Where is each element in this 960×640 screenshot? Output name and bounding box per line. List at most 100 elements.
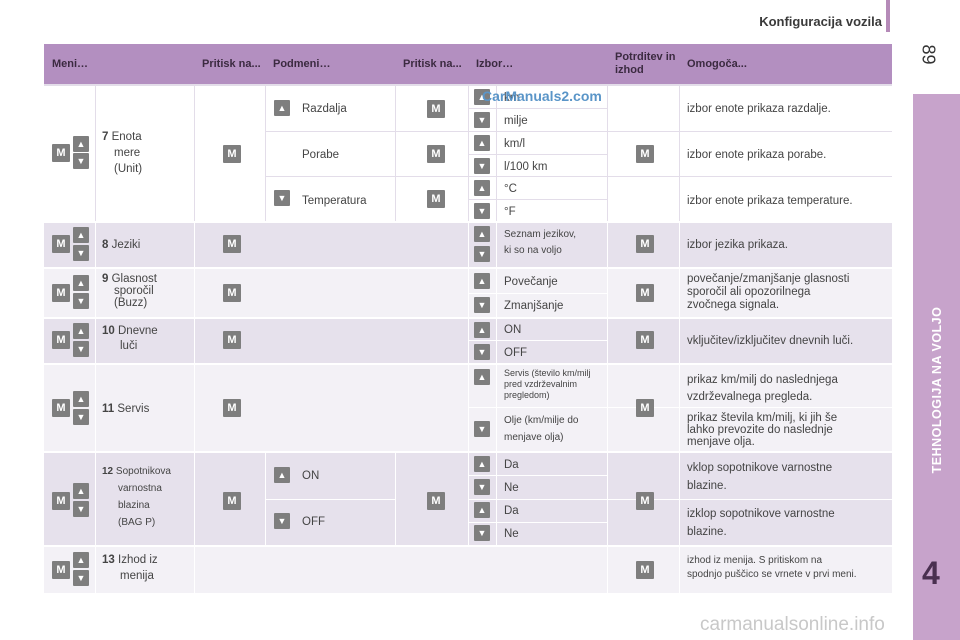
menu-button-icon: M (427, 100, 445, 118)
menu-button-icon: M (636, 399, 654, 417)
up-arrow-icon: ▲ (474, 456, 490, 472)
option-language-list-1: Seznam jezikov, (504, 229, 577, 240)
page-number: 89 (918, 44, 939, 65)
option-service-2: pred vzdrževalnim (504, 379, 578, 389)
option-on: ON (504, 324, 522, 336)
option-celsius: °C (504, 183, 517, 195)
down-arrow-icon: ▼ (474, 112, 490, 128)
up-arrow-icon: ▲ (474, 89, 490, 105)
up-arrow-icon: ▲ (73, 275, 89, 291)
desc-languages: izbor jezika prikaza. (687, 239, 788, 251)
option-l-per-100km: l/100 km (504, 161, 548, 173)
option-increase: Povečanje (504, 276, 558, 288)
down-arrow-icon: ▼ (474, 203, 490, 219)
down-arrow-icon: ▼ (73, 293, 89, 309)
down-arrow-icon: ▼ (474, 421, 490, 437)
desc-exit-2: spodnjo puščico se vrnete v prvi meni. (687, 569, 857, 580)
menu-button-icon: M (427, 190, 445, 208)
option-miles: milje (504, 115, 528, 127)
menu-item-daylights: 10 Dnevne (102, 325, 158, 337)
up-arrow-icon: ▲ (73, 136, 89, 152)
down-arrow-icon: ▼ (474, 479, 490, 495)
table-header: Meni… Pritisk na... Podmeni… Pritisk na.… (44, 44, 892, 84)
option-off-no: Ne (504, 528, 519, 540)
down-arrow-icon: ▼ (274, 190, 290, 206)
desc-temperature: izbor enote prikaza temperature. (687, 195, 853, 207)
menu-item-airbag: 12 Sopotnikova (102, 466, 171, 477)
up-arrow-icon: ▲ (474, 226, 490, 242)
desc-service-2: vzdrževalnega pregleda. (687, 391, 813, 403)
menu-button-icon: M (223, 331, 241, 349)
desc-exit-1: izhod iz menija. S pritiskom na (687, 555, 823, 566)
up-arrow-icon: ▲ (73, 483, 89, 499)
option-oil-2: menjave olja) (504, 432, 564, 443)
col-header-menu: Meni… (52, 57, 89, 70)
table-row-languages: M ▲ ▼ 8 Jeziki M ▲ ▼ Seznam jezikov, ki … (44, 221, 892, 267)
menu-item-label-2: mere (114, 147, 141, 159)
menu-item-languages: 8 Jeziki (102, 239, 141, 251)
menu-button-icon: M (223, 492, 241, 510)
menu-button-icon: M (52, 492, 70, 510)
menu-item-airbag-2: varnostna (118, 483, 162, 494)
up-arrow-icon: ▲ (474, 135, 490, 151)
down-arrow-icon: ▼ (474, 525, 490, 541)
option-language-list-2: ki so na voljo (504, 245, 562, 256)
col-header-press-1: Pritisk na... (202, 57, 261, 70)
settings-table: Meni… Pritisk na... Podmeni… Pritisk na.… (44, 44, 892, 593)
submenu-airbag-off: OFF (302, 516, 325, 528)
menu-button-icon: M (52, 284, 70, 302)
desc-volume-1: povečanje/zmanjšanje glasnosti (687, 273, 850, 285)
down-arrow-icon: ▼ (274, 513, 290, 529)
menu-item-exit: 13 Izhod iz (102, 554, 158, 566)
chapter-number: 4 (922, 555, 940, 591)
menu-item-exit-2: menija (120, 570, 154, 582)
menu-item-volume-3: (Buzz) (114, 297, 148, 309)
option-oil-1: Olje (km/milje do (504, 415, 579, 426)
desc-volume-3: zvočnega signala. (687, 299, 780, 311)
option-on-yes: Da (504, 459, 519, 471)
up-arrow-icon: ▲ (73, 323, 89, 339)
up-arrow-icon: ▲ (274, 467, 290, 483)
menu-item-airbag-4: (BAG P) (118, 517, 156, 528)
menu-button-icon: M (636, 235, 654, 253)
menu-button-icon: M (636, 561, 654, 579)
col-header-submenu: Podmeni… (273, 57, 331, 70)
down-arrow-icon: ▼ (474, 246, 490, 262)
down-arrow-icon: ▼ (73, 153, 89, 169)
down-arrow-icon: ▼ (73, 409, 89, 425)
col-header-confirm: Potrditev in izhod (615, 51, 676, 76)
table-row-service: M ▲ ▼ 11 Servis M ▲ Servis (število km/m… (44, 363, 892, 451)
desc-oil-3: menjave olja. (687, 436, 755, 448)
desc-service-1: prikaz km/milj do naslednjega (687, 374, 838, 386)
down-arrow-icon: ▼ (474, 297, 490, 313)
down-arrow-icon: ▼ (73, 341, 89, 357)
menu-item-volume: 9 Glasnost (102, 273, 157, 285)
submenu-airbag-on: ON (302, 470, 320, 482)
down-arrow-icon: ▼ (474, 344, 490, 360)
menu-button-icon: M (223, 235, 241, 253)
option-fahrenheit: °F (504, 206, 516, 218)
down-arrow-icon: ▼ (474, 158, 490, 174)
option-km-per-l: km/l (504, 138, 526, 150)
up-arrow-icon: ▲ (73, 391, 89, 407)
menu-item-airbag-3: blazina (118, 500, 150, 511)
submenu-distance: Razdalja (302, 103, 347, 115)
desc-volume-2: sporočil ali opozorilnega (687, 286, 811, 298)
menu-button-icon: M (52, 331, 70, 349)
desc-oil-1: prikaz števila km/milj, ki jih še (687, 412, 838, 424)
option-off: OFF (504, 347, 527, 359)
watermark-carmanualsonline: carmanualsonline.info (700, 614, 885, 635)
down-arrow-icon: ▼ (73, 501, 89, 517)
option-decrease: Zmanjšanje (504, 300, 564, 312)
menu-item-volume-2: sporočil (114, 285, 154, 297)
col-header-enables: Omogoča... (687, 57, 747, 70)
desc-distance: izbor enote prikaza razdalje. (687, 103, 831, 115)
side-tab (913, 94, 960, 640)
table-row-volume: M ▲ ▼ 9 Glasnost sporočil (Buzz) M ▲ Pov… (44, 267, 892, 317)
up-arrow-icon: ▲ (73, 227, 89, 243)
menu-button-icon: M (427, 145, 445, 163)
up-arrow-icon: ▲ (274, 100, 290, 116)
desc-airbag-on-2: blazine. (687, 480, 727, 492)
menu-button-icon: M (52, 561, 70, 579)
menu-button-icon: M (636, 145, 654, 163)
